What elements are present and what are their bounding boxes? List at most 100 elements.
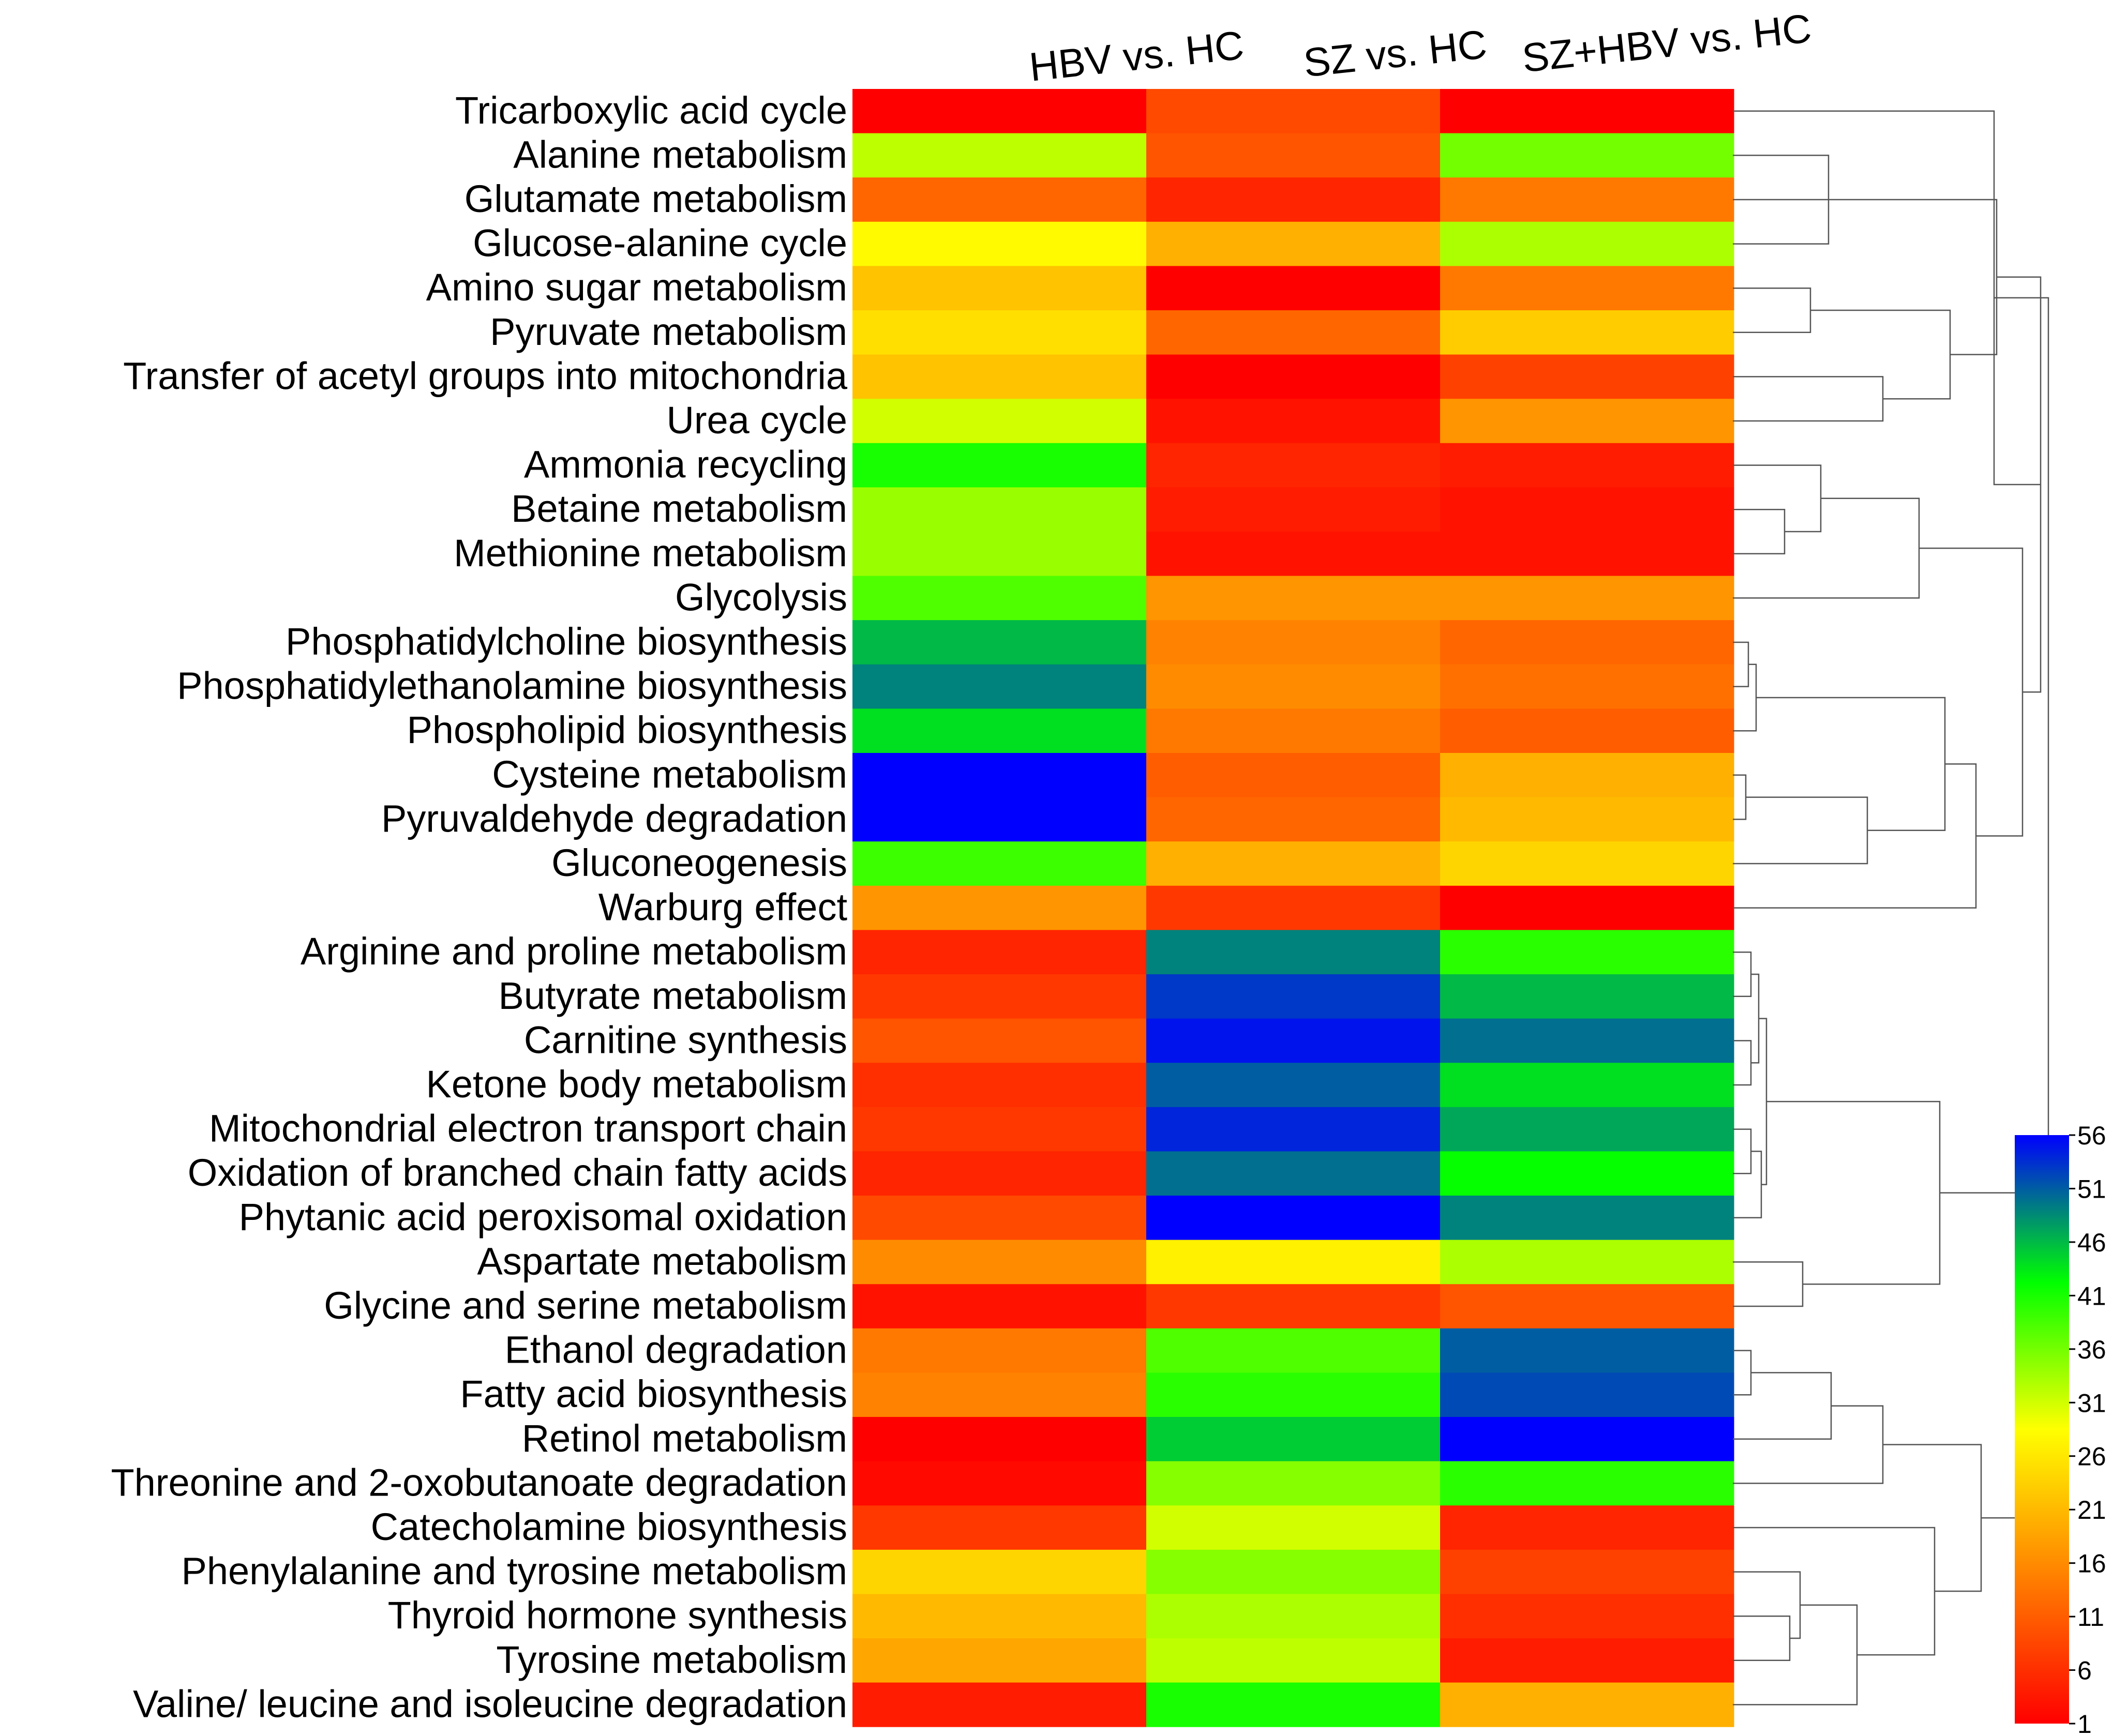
dendrogram-branch [1733,1151,1762,1219]
heatmap-cell [852,753,1147,798]
heatmap-cell [1440,576,1734,621]
dendrogram-branch [1733,1040,1752,1086]
dendrogram-branch [1733,497,1920,599]
heatmap-cell [1146,1594,1441,1639]
heatmap-cell [1146,1063,1441,1108]
colorbar-tick-label: 11 [2077,1603,2104,1632]
dendrogram-branch [1733,1405,1884,1484]
heatmap-cell [852,1461,1147,1506]
heatmap-cell [852,89,1147,134]
heatmap-cell [852,885,1147,930]
heatmap-cell [1440,133,1734,178]
dendrogram-branch [1733,376,1884,422]
colorbar-tick-label: 31 [2077,1388,2106,1417]
row-label: Catecholamine biosynthesis [371,1505,847,1548]
row-label: Retinol metabolism [522,1417,847,1460]
dendrogram-branch [1733,1604,1858,1705]
heatmap-cell [1440,266,1734,311]
dendrogram-branch [1751,973,1760,1064]
row-label: Phytanic acid peroxisomal oxidation [239,1196,847,1239]
dendrogram-branch [1733,1350,1752,1396]
row-label: Pyruvaldehyde degradation [381,797,847,840]
dendrogram-branch [1733,464,1822,533]
heatmap-cell [1440,1594,1734,1639]
heatmap-cell [1146,177,1441,222]
heatmap-cell [1440,89,1734,134]
heatmap-cell [1146,1018,1441,1063]
heatmap-cell [852,310,1147,355]
row-label: Mitochondrial electron transport chain [209,1107,847,1150]
heatmap-cells [852,89,1734,1727]
heatmap-cell [852,1638,1147,1683]
dendrogram-branch [1733,1615,1791,1662]
column-labels: HBV vs. HC SZ vs. HC SZ+HBV vs. HC [1027,5,1814,90]
heatmap-cell [1146,708,1441,753]
heatmap-cell [852,797,1147,842]
heatmap-cell [1440,930,1734,975]
heatmap-cell [1146,974,1441,1019]
heatmap-cell [1440,1328,1734,1373]
heatmap-cell [1146,443,1441,488]
row-label: Warburg effect [598,886,848,929]
row-label: Phenylalanine and tyrosine metabolism [181,1550,847,1593]
heatmap-cell [1440,221,1734,266]
row-label: Glycine and serine metabolism [324,1284,847,1327]
heatmap-cell [852,620,1147,665]
row-label: Urea cycle [666,399,847,442]
heatmap-cell [1146,266,1441,311]
dendrogram-branch [1756,697,1946,832]
heatmap-cell [1146,885,1441,930]
row-label: Phospholipid biosynthesis [407,708,847,751]
heatmap-cell [1440,177,1734,222]
heatmap-cell [1146,1461,1441,1506]
heatmap-cell [852,1063,1147,1108]
heatmap-cell [1146,1240,1441,1285]
heatmap-cell [1146,1417,1441,1462]
dendrogram-branch [1733,763,1977,909]
heatmap-cell [1440,664,1734,709]
colorbar-gradient [2015,1135,2069,1724]
heatmap-cell [1440,1372,1734,1417]
row-label: Glycolysis [675,576,847,618]
colorbar-tick-label: 21 [2077,1496,2106,1524]
row-label: Tricarboxylic acid cycle [455,89,847,132]
heatmap-cell [1146,487,1441,532]
dendrogram-branch [1733,1128,1752,1174]
dendrogram-branch [1733,796,1868,865]
heatmap-cell [1440,1107,1734,1152]
row-label: Arginine and proline metabolism [301,930,847,973]
heatmap-cell [852,177,1147,222]
dendrogram-branch [1810,309,1951,400]
heatmap-cell [1146,354,1441,399]
heatmap-cell [852,1549,1147,1594]
row-label: Amino sugar metabolism [426,266,847,309]
heatmap-cell [1440,1018,1734,1063]
row-label: Transfer of acetyl groups into mitochond… [123,354,848,397]
row-label: Oxidation of branched chain fatty acids [188,1151,847,1194]
row-label: Methionine metabolism [454,532,847,575]
heatmap-cell [1440,1284,1734,1329]
heatmap-cell [852,399,1147,444]
heatmap-cell [852,532,1147,577]
heatmap-cell [852,443,1147,488]
heatmap-cell [1440,310,1734,355]
heatmap-cell [1146,620,1441,665]
heatmap-cell [852,1151,1147,1196]
heatmap-cell [1146,1196,1441,1241]
row-label: Ethanol degradation [505,1329,847,1371]
colorbar-tick-label: 36 [2077,1335,2106,1364]
colorbar-tick-label: 51 [2077,1174,2106,1203]
heatmap-cell [1146,221,1441,266]
colorbar-tick-label: 1 [2077,1710,2092,1736]
heatmap-cell [1440,487,1734,532]
heatmap-cell [852,708,1147,753]
heatmap-cell [852,1372,1147,1417]
heatmap-cell [1440,974,1734,1019]
heatmap-cell [852,930,1147,975]
colorbar-tick-label: 56 [2077,1121,2106,1150]
colorbar-tick-label: 26 [2077,1442,2106,1471]
row-label: Valine/ leucine and isoleucine degradati… [133,1682,847,1725]
row-label: Butyrate metabolism [499,974,848,1017]
